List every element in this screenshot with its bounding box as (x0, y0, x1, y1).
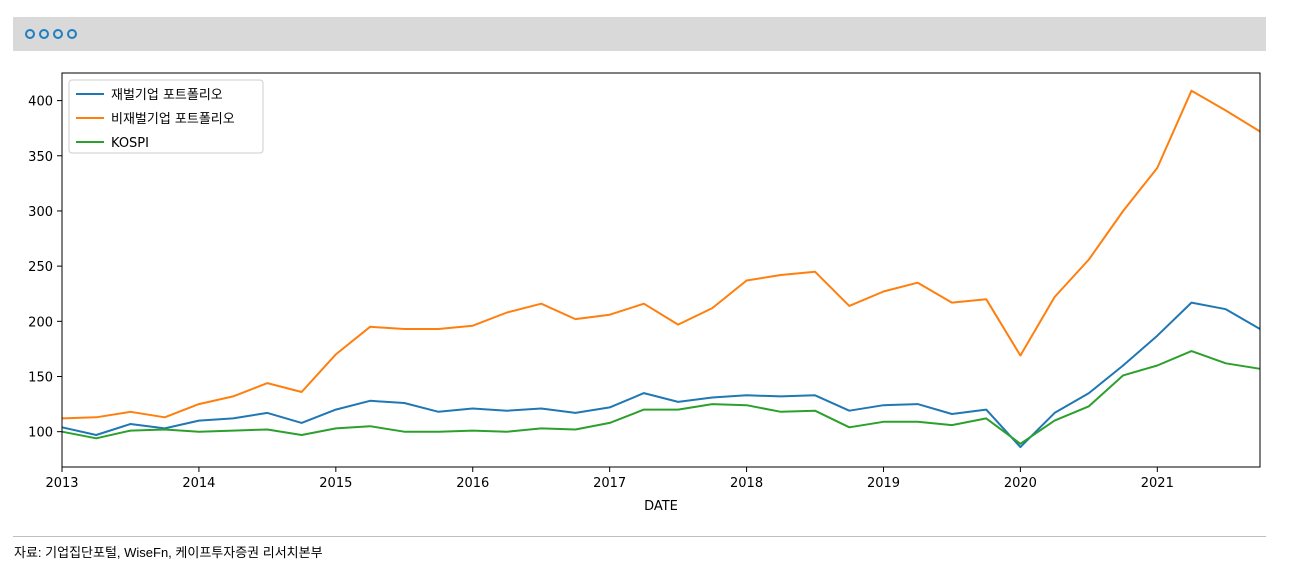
series-line-2 (61, 89, 1261, 420)
legend-label: 비재벌기업 포트폴리오 (111, 112, 235, 127)
y-tick-label: 200 (28, 315, 53, 330)
y-tick-label: 100 (28, 426, 53, 441)
legend-box (68, 79, 264, 154)
x-tick-label: 2019 (867, 476, 900, 491)
header-bar (13, 17, 1266, 51)
x-tick-label: 2016 (456, 476, 489, 491)
x-tick-label: 2018 (730, 476, 763, 491)
x-tick-label: 2021 (1141, 476, 1174, 491)
x-tick-label: 2013 (45, 476, 78, 491)
plot-frame (61, 72, 1261, 468)
series-line-1 (61, 301, 1261, 449)
series-line-3 (61, 350, 1261, 445)
y-tick-label: 300 (28, 205, 53, 220)
x-tick-label: 2015 (319, 476, 352, 491)
legend-label: 재벌기업 포트폴리오 (111, 88, 223, 103)
divider (13, 536, 1266, 537)
circle-icon (25, 29, 35, 39)
circle-icon (67, 29, 77, 39)
legend-label: KOSPI (111, 136, 149, 151)
x-tick-label: 2014 (182, 476, 215, 491)
y-tick-label: 350 (28, 150, 53, 165)
x-tick-label: 2020 (1004, 476, 1037, 491)
header-decoration (25, 29, 77, 39)
y-tick-label: 150 (28, 371, 53, 386)
source-note: 자료: 기업집단포털, WiseFn, 케이프투자증권 리서치본부 (14, 545, 323, 560)
circle-icon (53, 29, 63, 39)
y-tick-label: 250 (28, 260, 53, 275)
x-axis-label: DATE (644, 499, 678, 514)
y-tick-label: 400 (28, 95, 53, 110)
circle-icon (39, 29, 49, 39)
x-tick-label: 2017 (593, 476, 626, 491)
